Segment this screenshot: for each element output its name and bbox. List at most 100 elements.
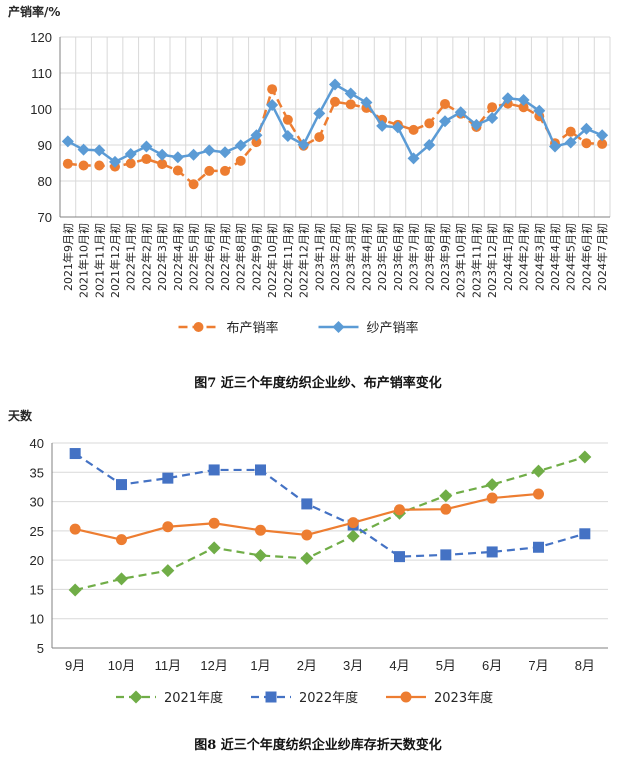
chart1-series-0-point	[251, 137, 262, 148]
chart2-gridlines	[51, 442, 608, 649]
chart1-series-0-point	[518, 102, 529, 113]
chart1-x-tick-label: 2023年3月初	[344, 223, 358, 291]
chart1-series-0-point	[581, 138, 592, 149]
chart1-x-tick-label: 2021年9月初	[61, 223, 75, 291]
chart1-y-tick-label: 120	[30, 30, 52, 45]
chart2-x-tick-label: 7月	[528, 658, 548, 673]
chart1-series-1-point	[486, 112, 499, 124]
chart1-y-tick-label: 70	[38, 210, 52, 225]
chart1-series-0-point	[188, 179, 199, 190]
chart1-series-1-point	[313, 107, 326, 120]
chart2-series-0-point	[254, 548, 267, 562]
chart1-series-0-point	[565, 126, 576, 137]
chart2-series	[68, 448, 592, 597]
chart1-series-0-point	[345, 99, 356, 110]
chart2-x-tick-label: 6月	[482, 658, 502, 673]
chart1-x-tick-label: 2023年10月初	[454, 223, 468, 298]
chart2-y-unit-label: 天数	[8, 408, 33, 423]
chart1-x-tick-label: 2022年10月初	[265, 223, 279, 298]
chart2-x-tick-label: 4月	[389, 658, 409, 673]
chart1-x-tick-label: 2024年2月初	[517, 223, 531, 291]
chart2-series-0-point	[207, 541, 221, 555]
chart1-legend-swatch-marker	[332, 321, 345, 333]
chart2-series-2-point	[162, 521, 174, 533]
chart1-y-axis-ticks: 70 80 90 100 110 120	[30, 30, 52, 225]
chart1-x-tick-label: 2022年11月初	[281, 223, 295, 298]
chart2-series-1-point	[69, 448, 81, 460]
chart1-series-1-point	[439, 115, 451, 128]
chart1-series-0-point	[157, 159, 168, 170]
chart1-x-tick-label: 2023年5月初	[375, 223, 389, 291]
chart1-series-1-point	[360, 96, 373, 109]
chart1-series-1-point	[281, 130, 294, 142]
chart2-series-2-point	[69, 523, 81, 535]
chart2-series-1-point	[116, 479, 127, 491]
chart1-series-0-point	[220, 165, 230, 176]
chart1-x-tick-label: 2023年12月初	[485, 223, 499, 298]
chart2-series-2-point	[116, 534, 127, 546]
chart1-series-1-point	[470, 118, 483, 131]
chart2-series-0-point	[161, 564, 175, 578]
chart2-series-1-point	[486, 546, 498, 558]
chart2-y-tick-label: 25	[30, 524, 44, 539]
chart2-series-0-point	[115, 572, 128, 586]
chart2-series-1-point	[440, 549, 452, 561]
chart1-x-tick-label: 2023年1月初	[312, 223, 326, 291]
chart1-x-tick-label: 2024年3月初	[532, 223, 546, 291]
chart1-series-0-point	[267, 84, 278, 95]
chart1-legend-label: 纱产销率	[367, 320, 419, 336]
chart1-x-tick-label: 2022年2月初	[139, 223, 153, 291]
chart1-series-1-point	[61, 135, 74, 148]
chart1-x-tick-label: 2024年4月初	[548, 223, 562, 291]
chart-inventory-days: 天数 5 10 15 20 25 30 35 40 9月 10月 11月 12月 1月 2月 3月 4月 5月…	[8, 408, 608, 753]
chart1-series-0-point	[78, 160, 89, 171]
chart2-series-0-point	[68, 583, 82, 597]
chart1-x-tick-label: 2022年3月初	[155, 223, 169, 291]
chart2-series-0-point	[485, 478, 499, 492]
chart1-series-1-point	[93, 144, 106, 157]
chart2-x-tick-label: 3月	[343, 658, 363, 673]
chart2-series-0-line	[74, 456, 586, 592]
chart1-series-0-point	[408, 124, 419, 135]
chart2-x-tick-label: 11月	[155, 658, 182, 673]
chart1-series-0-point	[141, 154, 152, 165]
chart1-x-tick-label: 2022年4月初	[171, 223, 185, 291]
chart1-x-tick-label: 2023年2月初	[328, 223, 342, 291]
chart1-series-0-point	[125, 158, 136, 169]
chart1-legend: 布产销率 纱产销率	[178, 320, 419, 336]
chart2-x-tick-label: 2月	[297, 658, 317, 673]
chart1-series-0-point	[330, 96, 340, 107]
chart1-series-1-point	[454, 106, 467, 119]
chart2-y-tick-label: 40	[30, 436, 44, 451]
chart1-series-1-point	[344, 87, 357, 100]
chart1-y-unit-label: 产销率/%	[8, 4, 60, 19]
chart2-series-2-point	[301, 529, 313, 541]
chart2-series-1-point	[162, 472, 174, 484]
chart2-x-tick-label: 9月	[65, 658, 85, 673]
chart1-series-1-point	[250, 129, 263, 142]
chart1-series-1-point	[391, 121, 404, 134]
chart2-legend-label: 2022年度	[299, 690, 358, 706]
chart2-series-2-point	[255, 524, 266, 536]
chart1-x-tick-label: 2023年8月初	[422, 223, 436, 291]
chart2-series-0-point	[578, 450, 592, 464]
chart1-x-tick-label: 2023年4月初	[359, 223, 373, 291]
chart1-x-tick-label: 2022年8月初	[234, 223, 248, 291]
chart1-series	[61, 78, 609, 190]
chart2-caption: 图8 近三个年度纺织企业纱库存折天数变化	[194, 737, 442, 753]
chart2-y-tick-label: 30	[30, 495, 44, 510]
chart2-x-tick-label: 1月	[250, 658, 270, 673]
chart1-series-1-point	[171, 151, 184, 164]
chart1-series-1-point	[234, 139, 247, 152]
chart1-x-tick-label: 2022年9月初	[249, 223, 263, 291]
chart1-legend-label: 布产销率	[227, 320, 279, 336]
chart1-gridlines	[59, 36, 611, 218]
chart1-x-tick-label: 2024年7月初	[595, 223, 609, 291]
chart1-series-1-point	[109, 155, 121, 168]
chart1-x-tick-label: 2021年12月初	[108, 223, 122, 298]
chart1-series-1-point	[140, 140, 153, 153]
chart1-y-tick-label: 80	[38, 174, 52, 189]
chart2-series-2-point	[440, 503, 452, 515]
chart1-x-tick-label: 2024年1月初	[501, 223, 515, 291]
